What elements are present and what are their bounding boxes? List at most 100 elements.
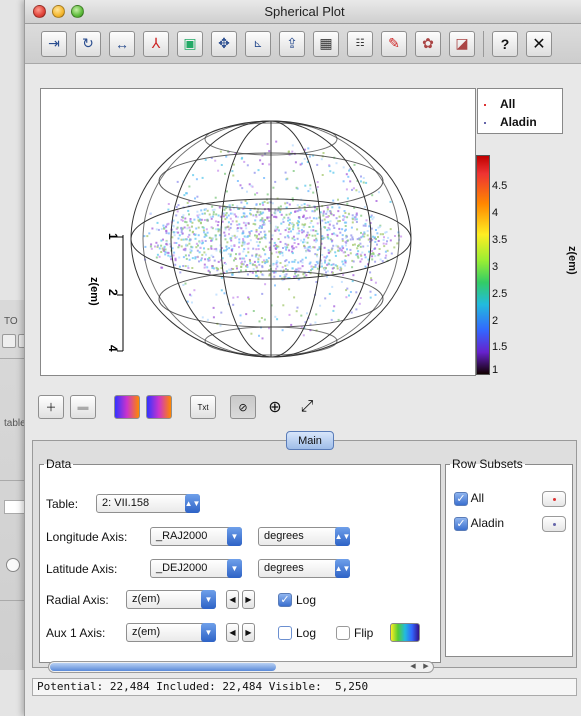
data-point: [359, 297, 362, 299]
latitude-unit-selector[interactable]: degrees ▲▼: [258, 559, 350, 578]
add-aux-axis-icon[interactable]: [114, 395, 140, 419]
navigate-icon[interactable]: ✥: [211, 30, 237, 57]
aux-flip-checkbox[interactable]: [336, 626, 350, 640]
data-point: [274, 271, 277, 274]
close-window-button[interactable]: [33, 5, 46, 18]
data-point: [266, 143, 269, 145]
horizontal-scrollbar[interactable]: ◀ ▶: [48, 661, 434, 673]
add-layer-icon[interactable]: ＋: [38, 395, 64, 419]
export-pdf-icon[interactable]: ⅄: [143, 30, 169, 57]
data-point: [332, 214, 335, 217]
next-column-button[interactable]: ▶: [242, 623, 255, 642]
blob-subset-icon[interactable]: ◪: [449, 30, 475, 57]
background-window-radio[interactable]: [6, 558, 20, 572]
vector-icon[interactable]: ⤢: [300, 398, 314, 415]
data-point: [236, 230, 239, 233]
scrollbar-thumb[interactable]: [50, 663, 276, 671]
data-point: [277, 206, 280, 209]
sphere-grid-icon[interactable]: ⊘: [230, 395, 256, 419]
text-label-icon[interactable]: Txt: [190, 395, 216, 419]
data-point: [189, 218, 192, 220]
latitude-axis-selector[interactable]: _DEJ2000 ▼: [150, 559, 242, 578]
row-subsets-legend: Row Subsets: [452, 457, 523, 471]
subset-all-checkbox[interactable]: ✓: [454, 491, 468, 506]
data-point: [367, 263, 369, 266]
data-point: [355, 212, 358, 215]
grid-icon[interactable]: ▦: [313, 30, 339, 57]
data-point: [155, 256, 158, 259]
data-point: [246, 273, 249, 276]
background-window-button[interactable]: [2, 334, 16, 348]
minimize-window-button[interactable]: [52, 5, 65, 18]
data-point: [148, 232, 151, 235]
data-point: [327, 262, 330, 265]
scroll-left-icon[interactable]: ◀: [410, 663, 416, 670]
replot-icon[interactable]: ↻: [75, 30, 101, 57]
data-point: [365, 219, 368, 222]
erase-icon[interactable]: ✎: [381, 30, 407, 57]
legend-icon[interactable]: ☷: [347, 30, 373, 57]
data-point: [180, 245, 183, 248]
subset-from-visible-icon[interactable]: ⇪: [279, 30, 305, 57]
data-point: [221, 257, 224, 260]
radial-axis-selector[interactable]: z(em) ▼: [126, 590, 216, 609]
tab-main[interactable]: Main: [286, 431, 334, 450]
data-point: [344, 236, 347, 239]
data-point: [256, 274, 259, 277]
aux-axis-selector[interactable]: z(em) ▼: [126, 623, 216, 642]
data-point: [344, 212, 347, 214]
data-point: [279, 208, 282, 211]
data-point: [251, 271, 254, 274]
data-point: [288, 313, 291, 316]
data-point: [330, 248, 333, 251]
data-point: [351, 259, 354, 262]
draw-region-icon[interactable]: ✿: [415, 30, 441, 57]
data-point: [263, 200, 266, 203]
help-icon[interactable]: ?: [492, 30, 518, 57]
previous-column-button[interactable]: ◀: [226, 623, 239, 642]
crosshair-icon[interactable]: ⊕: [268, 399, 282, 416]
radial-log-label: Log: [296, 593, 317, 607]
longitude-unit-selector[interactable]: degrees ▲▼: [258, 527, 350, 546]
data-point: [274, 244, 277, 247]
export-image-icon[interactable]: ▣: [177, 30, 203, 57]
axis-editor-icon[interactable]: ⊾: [245, 30, 271, 57]
close-icon[interactable]: ✕: [526, 30, 552, 57]
rescale-icon[interactable]: ↔: [109, 30, 135, 57]
data-point: [194, 233, 197, 236]
data-point: [321, 235, 324, 238]
radial-log-checkbox[interactable]: ✓: [278, 593, 292, 607]
data-point: [312, 154, 315, 157]
color-map-selector[interactable]: [390, 623, 420, 642]
data-point: [274, 228, 277, 231]
data-point: [165, 243, 168, 245]
zoom-window-button[interactable]: [71, 5, 84, 18]
data-point: [163, 245, 166, 248]
data-point: [224, 249, 227, 252]
data-point: [305, 235, 308, 238]
data-point: [228, 268, 231, 271]
data-point: [301, 231, 304, 234]
data-point: [319, 211, 322, 214]
data-point: [273, 244, 276, 247]
colorbar-tick: 4: [492, 207, 499, 219]
data-point: [232, 163, 235, 166]
plot-area[interactable]: 1 2 4 z(em): [40, 88, 476, 376]
data-point: [242, 263, 245, 266]
subset-style-button[interactable]: [542, 516, 566, 532]
data-point: [383, 236, 385, 239]
previous-column-button[interactable]: ◀: [226, 590, 239, 609]
data-point: [231, 247, 234, 250]
aux-log-checkbox[interactable]: [278, 626, 292, 640]
longitude-axis-selector[interactable]: _RAJ2000 ▼: [150, 527, 242, 546]
subset-style-button[interactable]: [542, 491, 566, 507]
subset-aladin-checkbox[interactable]: ✓: [454, 516, 468, 531]
remove-aux-axis-icon[interactable]: [146, 395, 172, 419]
next-column-button[interactable]: ▶: [242, 590, 255, 609]
data-point: [345, 228, 347, 231]
table-selector[interactable]: 2: VII.158 ▲▼: [96, 494, 200, 513]
remove-layer-icon[interactable]: ▬: [70, 395, 96, 419]
scroll-right-icon[interactable]: ▶: [423, 663, 429, 670]
data-point: [287, 216, 290, 219]
dock-window-icon[interactable]: ⇥: [41, 30, 67, 57]
